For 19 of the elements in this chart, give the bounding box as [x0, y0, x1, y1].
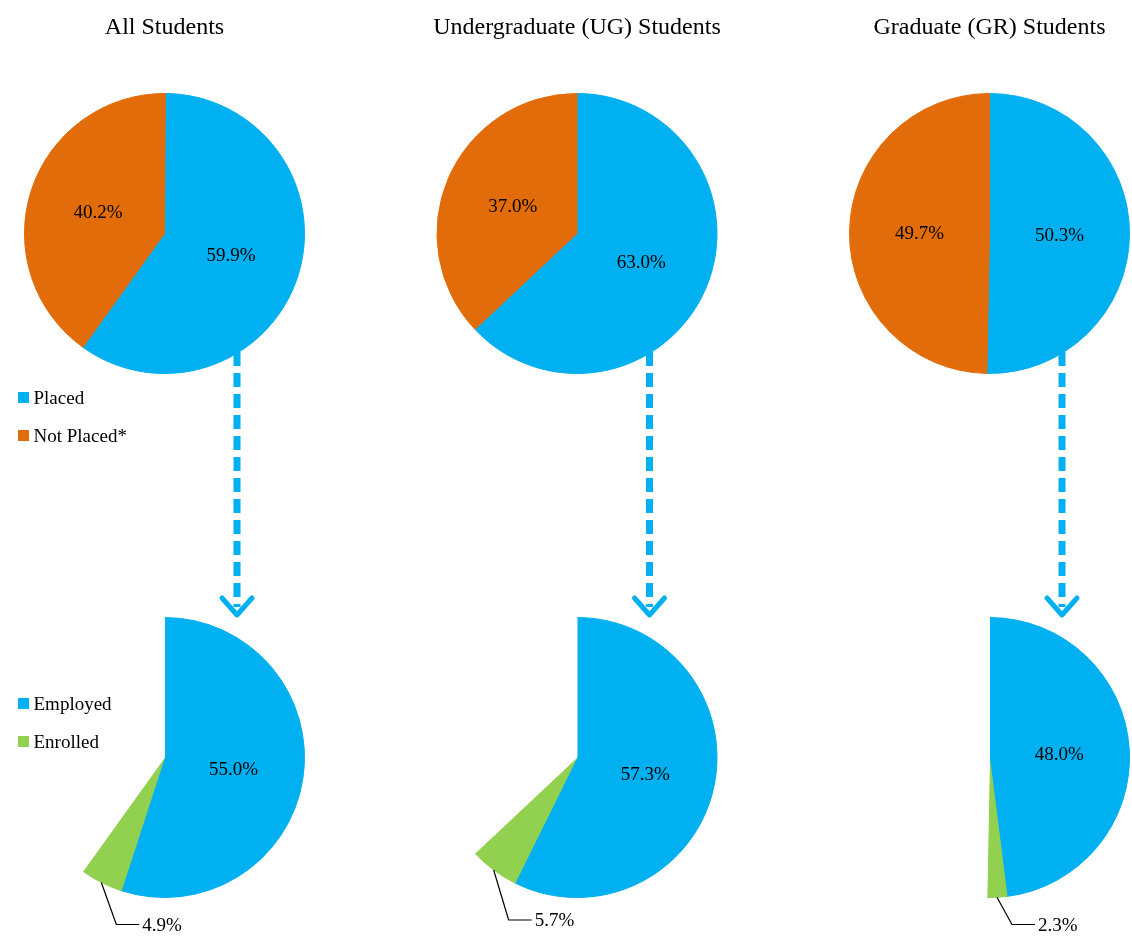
data-label: 57.3% — [620, 762, 670, 784]
data-label: 59.9% — [206, 244, 256, 266]
data-label: 63.0% — [616, 250, 666, 272]
data-label: 5.7% — [534, 909, 575, 931]
data-label: 48.0% — [1034, 742, 1085, 764]
chart-title: Undergraduate (UG) Students — [433, 12, 721, 39]
chart-title: All Students — [104, 12, 225, 39]
legend-label: Placed — [33, 387, 85, 408]
legend-label: Enrolled — [33, 731, 100, 752]
data-label: 40.2% — [73, 201, 123, 223]
data-label: 2.3% — [1037, 914, 1078, 935]
data-label: 37.0% — [488, 195, 538, 217]
data-label: 50.3% — [1034, 223, 1085, 245]
chart-title: Graduate (GR) Students — [873, 12, 1106, 39]
data-label: 4.9% — [142, 914, 183, 935]
data-label: 55.0% — [209, 757, 259, 779]
data-label: 49.7% — [894, 222, 945, 244]
legend-label: Employed — [33, 693, 113, 714]
legend-label: Not Placed* — [33, 425, 127, 446]
